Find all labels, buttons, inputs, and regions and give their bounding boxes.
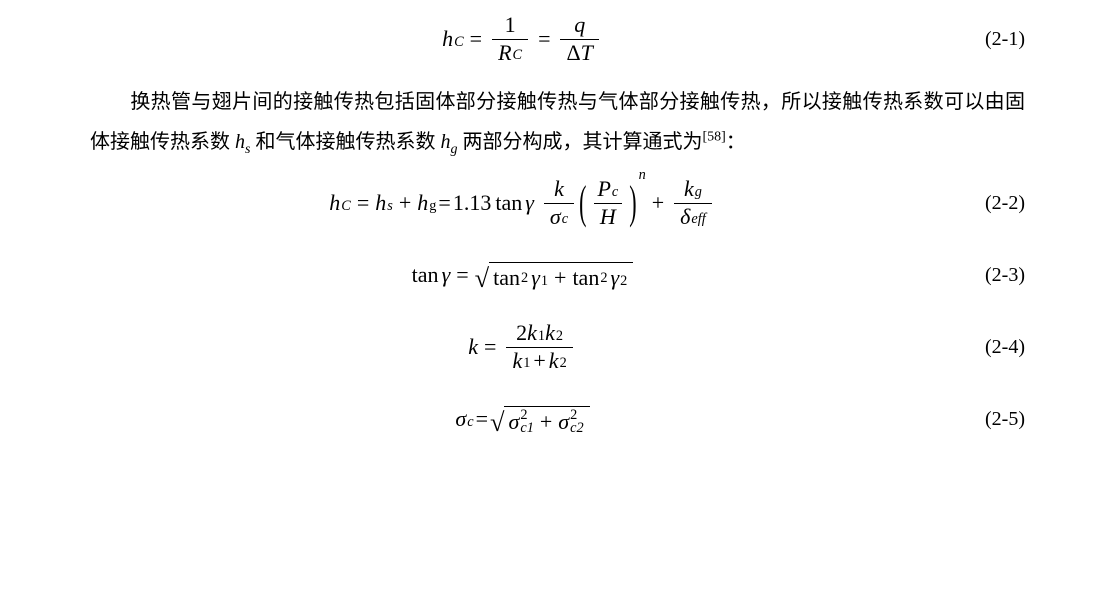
var-h: h — [442, 26, 453, 52]
para-colon: ： — [726, 131, 746, 153]
equation-2-1: hC = 1 RC = q ΔT — [90, 10, 955, 68]
equation-label-2-2: (2-2) — [955, 192, 1025, 215]
sub-g: g — [429, 198, 436, 215]
var-gamma: γ — [610, 265, 619, 291]
delta-sym: Δ — [566, 41, 580, 65]
sub-c: c — [612, 185, 618, 201]
eq-sign: = — [476, 406, 488, 432]
exp-n: n — [639, 167, 646, 184]
sub-C: C — [341, 198, 351, 215]
var-sigma: σ — [508, 409, 519, 435]
sub-C: C — [454, 34, 464, 51]
var-T: T — [581, 41, 593, 65]
equation-row-2-2: hC = hs + hg = 1.13 tan γ k σc ( Pc — [90, 174, 1025, 232]
num-2: 2 — [516, 321, 527, 345]
coef: 1.13 — [453, 190, 492, 216]
var-P: P — [597, 177, 610, 201]
var-k: k — [545, 321, 555, 345]
equation-label-2-4: (2-4) — [955, 336, 1025, 359]
sub-1: 1 — [523, 356, 530, 372]
plus-sign: + — [554, 265, 566, 291]
para-text-c: 两部分构成，其计算通式为 — [457, 131, 702, 153]
var-k: k — [549, 349, 559, 373]
var-sigma: σ — [558, 409, 569, 435]
eq-sign: = — [538, 26, 550, 52]
equation-row-2-3: tan γ = √ tan 2 γ1 + tan 2 γ2 — [90, 246, 1025, 304]
sqrt-icon: √ — [475, 265, 489, 291]
var-k: k — [684, 177, 694, 201]
plus-sign: + — [533, 349, 545, 373]
left-paren: ( — [579, 176, 586, 231]
var-k: k — [554, 177, 564, 201]
equation-row-2-5: σc = √ σ2c1 + σ2c2 (2-5) — [90, 390, 1025, 448]
equation-label-2-5: (2-5) — [955, 408, 1025, 431]
var-h: h — [440, 131, 450, 153]
numerator-1: 1 — [499, 12, 522, 38]
sub-1: 1 — [538, 329, 545, 345]
equation-label-2-3: (2-3) — [955, 264, 1025, 287]
sub-2: 2 — [620, 273, 627, 290]
paragraph-1: 换热管与翅片间的接触传热包括固体部分接触传热与气体部分接触传热，所以接触传热系数… — [90, 82, 1025, 164]
sub-c2: c2 — [570, 422, 584, 435]
var-h: h — [375, 190, 386, 216]
var-h: h — [235, 131, 245, 153]
var-gamma: γ — [525, 190, 534, 216]
plus-sign: + — [399, 190, 411, 216]
equation-2-5: σc = √ σ2c1 + σ2c2 — [90, 390, 955, 448]
var-q: q — [574, 13, 585, 37]
sub-2: 2 — [556, 329, 563, 345]
var-H: H — [600, 205, 616, 229]
tan-func: tan — [572, 265, 599, 291]
sup-2: 2 — [521, 270, 528, 287]
right-paren: ) — [629, 176, 636, 231]
equation-row-2-4: k = 2 k1 k2 k1 + k2 (2-4) — [90, 318, 1025, 376]
var-sigma: σ — [455, 406, 466, 432]
sub-c: c — [467, 414, 473, 431]
sub-1: 1 — [541, 273, 548, 290]
page-content: hC = 1 RC = q ΔT (2-1) 换热管与翅片间的接触传热包括固体部… — [0, 10, 1115, 448]
tan-func: tan — [495, 190, 522, 216]
sub-2: 2 — [560, 356, 567, 372]
sub-g: g — [695, 185, 702, 201]
tan-func: tan — [412, 262, 439, 288]
sub-c1: c1 — [520, 422, 534, 435]
eq-sign: = — [357, 190, 369, 216]
sub-c: c — [562, 212, 568, 228]
eq-sign: = — [456, 262, 468, 288]
equation-2-4: k = 2 k1 k2 k1 + k2 — [90, 318, 955, 376]
tan-func: tan — [493, 265, 520, 291]
eq-sign: = — [438, 190, 450, 216]
sub-eff: eff — [691, 212, 705, 228]
var-k: k — [512, 349, 522, 373]
equation-label-2-1: (2-1) — [955, 28, 1025, 51]
var-gamma: γ — [531, 265, 540, 291]
var-sigma: σ — [550, 205, 561, 229]
equation-2-3: tan γ = √ tan 2 γ1 + tan 2 γ2 — [90, 246, 955, 304]
sub-s: s — [387, 198, 393, 215]
sup-2: 2 — [600, 270, 607, 287]
citation-58: [58] — [702, 129, 725, 144]
var-k: k — [527, 321, 537, 345]
var-h: h — [329, 190, 340, 216]
var-delta: δ — [680, 205, 690, 229]
eq-sign: = — [484, 334, 496, 360]
var-h: h — [417, 190, 428, 216]
sub-C: C — [513, 48, 523, 64]
var-k: k — [468, 334, 478, 360]
var-R: R — [498, 41, 511, 65]
sqrt-icon: √ — [490, 409, 504, 435]
var-gamma: γ — [442, 262, 451, 288]
plus-sign: + — [540, 409, 552, 435]
equation-2-2: hC = hs + hg = 1.13 tan γ k σc ( Pc — [90, 174, 955, 232]
plus-sign: + — [652, 190, 664, 216]
equation-row-2-1: hC = 1 RC = q ΔT (2-1) — [90, 10, 1025, 68]
eq-sign: = — [470, 26, 482, 52]
para-text-b: 和气体接触传热系数 — [250, 131, 440, 153]
